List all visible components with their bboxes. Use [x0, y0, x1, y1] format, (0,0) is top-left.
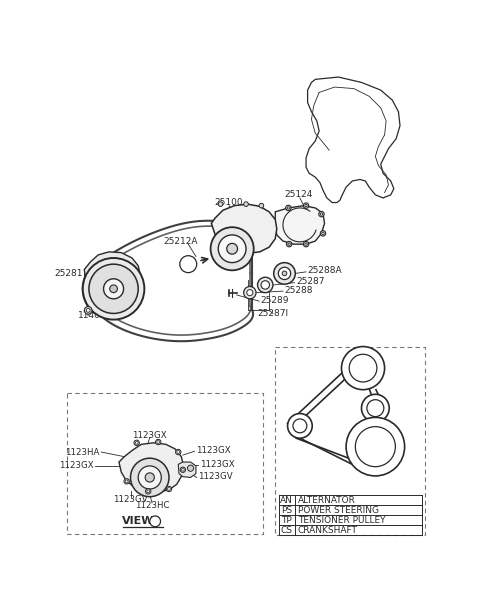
- Circle shape: [259, 203, 264, 208]
- Text: PS: PS: [356, 363, 370, 373]
- Circle shape: [349, 354, 377, 382]
- Circle shape: [320, 231, 326, 236]
- Text: A: A: [151, 516, 159, 526]
- Circle shape: [305, 204, 307, 207]
- Circle shape: [157, 440, 160, 443]
- Text: 1123HA: 1123HA: [65, 448, 100, 456]
- Circle shape: [84, 306, 92, 314]
- Circle shape: [218, 235, 246, 263]
- Circle shape: [320, 213, 323, 215]
- Circle shape: [227, 243, 238, 254]
- Circle shape: [247, 290, 253, 296]
- Text: CRANKSHAFT: CRANKSHAFT: [298, 526, 358, 535]
- Circle shape: [147, 490, 150, 493]
- Circle shape: [367, 400, 384, 417]
- Circle shape: [278, 267, 291, 279]
- Circle shape: [131, 458, 169, 497]
- Text: 25288: 25288: [285, 286, 313, 295]
- Text: AN: AN: [280, 496, 293, 504]
- Text: TP: TP: [281, 515, 292, 525]
- Circle shape: [135, 442, 138, 444]
- Circle shape: [134, 440, 139, 445]
- Circle shape: [180, 467, 186, 472]
- Circle shape: [261, 281, 269, 289]
- Circle shape: [319, 212, 324, 217]
- Circle shape: [355, 426, 396, 467]
- Text: CS: CS: [367, 440, 384, 453]
- Circle shape: [341, 346, 384, 390]
- Circle shape: [288, 414, 312, 438]
- Circle shape: [346, 417, 405, 476]
- Text: 25288A: 25288A: [308, 266, 342, 275]
- Circle shape: [274, 263, 295, 284]
- Circle shape: [287, 242, 292, 247]
- Text: 1140FZ: 1140FZ: [78, 311, 112, 320]
- Circle shape: [211, 227, 254, 270]
- Circle shape: [145, 473, 155, 482]
- Circle shape: [293, 419, 307, 432]
- Circle shape: [176, 450, 181, 454]
- Circle shape: [168, 487, 170, 490]
- Circle shape: [218, 202, 223, 206]
- Circle shape: [83, 258, 144, 320]
- Circle shape: [303, 242, 309, 247]
- Circle shape: [150, 516, 160, 526]
- Circle shape: [125, 480, 128, 483]
- Text: 25287I: 25287I: [257, 309, 288, 318]
- Circle shape: [177, 451, 180, 453]
- Polygon shape: [178, 462, 196, 478]
- Circle shape: [244, 202, 248, 206]
- Circle shape: [287, 207, 289, 209]
- Text: VIEW: VIEW: [122, 516, 155, 526]
- Circle shape: [244, 287, 256, 299]
- Circle shape: [166, 486, 172, 492]
- Polygon shape: [119, 443, 184, 492]
- Circle shape: [188, 465, 193, 472]
- Text: 25124: 25124: [284, 190, 312, 199]
- Text: 1123GX: 1123GX: [200, 460, 234, 469]
- Text: ALTERNATOR: ALTERNATOR: [298, 496, 356, 504]
- Text: CS: CS: [281, 526, 293, 535]
- Text: 1123HC: 1123HC: [135, 501, 169, 511]
- Circle shape: [89, 264, 138, 314]
- Text: AN: AN: [293, 421, 307, 431]
- Circle shape: [145, 489, 151, 494]
- Circle shape: [286, 205, 291, 210]
- Text: 25100: 25100: [215, 198, 243, 207]
- Circle shape: [110, 285, 118, 293]
- Circle shape: [138, 466, 161, 489]
- Circle shape: [305, 243, 307, 245]
- Text: 1123GV: 1123GV: [198, 472, 233, 481]
- Circle shape: [258, 278, 273, 293]
- Polygon shape: [84, 252, 141, 302]
- Circle shape: [124, 479, 129, 484]
- Circle shape: [288, 243, 290, 245]
- Text: 25289: 25289: [260, 296, 288, 305]
- Circle shape: [104, 279, 123, 299]
- Text: 25281: 25281: [54, 269, 83, 278]
- Circle shape: [180, 256, 197, 273]
- Polygon shape: [275, 206, 324, 244]
- Text: A: A: [184, 259, 192, 269]
- Text: 25212A: 25212A: [163, 237, 198, 246]
- Text: TP: TP: [369, 403, 382, 413]
- Circle shape: [156, 439, 161, 445]
- Circle shape: [322, 232, 324, 234]
- Text: 25287: 25287: [296, 276, 324, 285]
- Text: POWER STEERING: POWER STEERING: [298, 506, 379, 515]
- Text: 1123GX: 1123GX: [59, 461, 94, 470]
- Circle shape: [181, 468, 184, 471]
- Text: TENSIONER PULLEY: TENSIONER PULLEY: [298, 515, 385, 525]
- Text: PS: PS: [281, 506, 292, 515]
- Circle shape: [86, 309, 90, 312]
- Circle shape: [282, 271, 287, 276]
- Text: 1123GX: 1123GX: [196, 446, 230, 455]
- Polygon shape: [211, 204, 277, 253]
- Text: 1123GX: 1123GX: [132, 431, 167, 440]
- Circle shape: [303, 203, 309, 209]
- Text: 1123GV: 1123GV: [113, 495, 148, 503]
- Circle shape: [361, 394, 389, 422]
